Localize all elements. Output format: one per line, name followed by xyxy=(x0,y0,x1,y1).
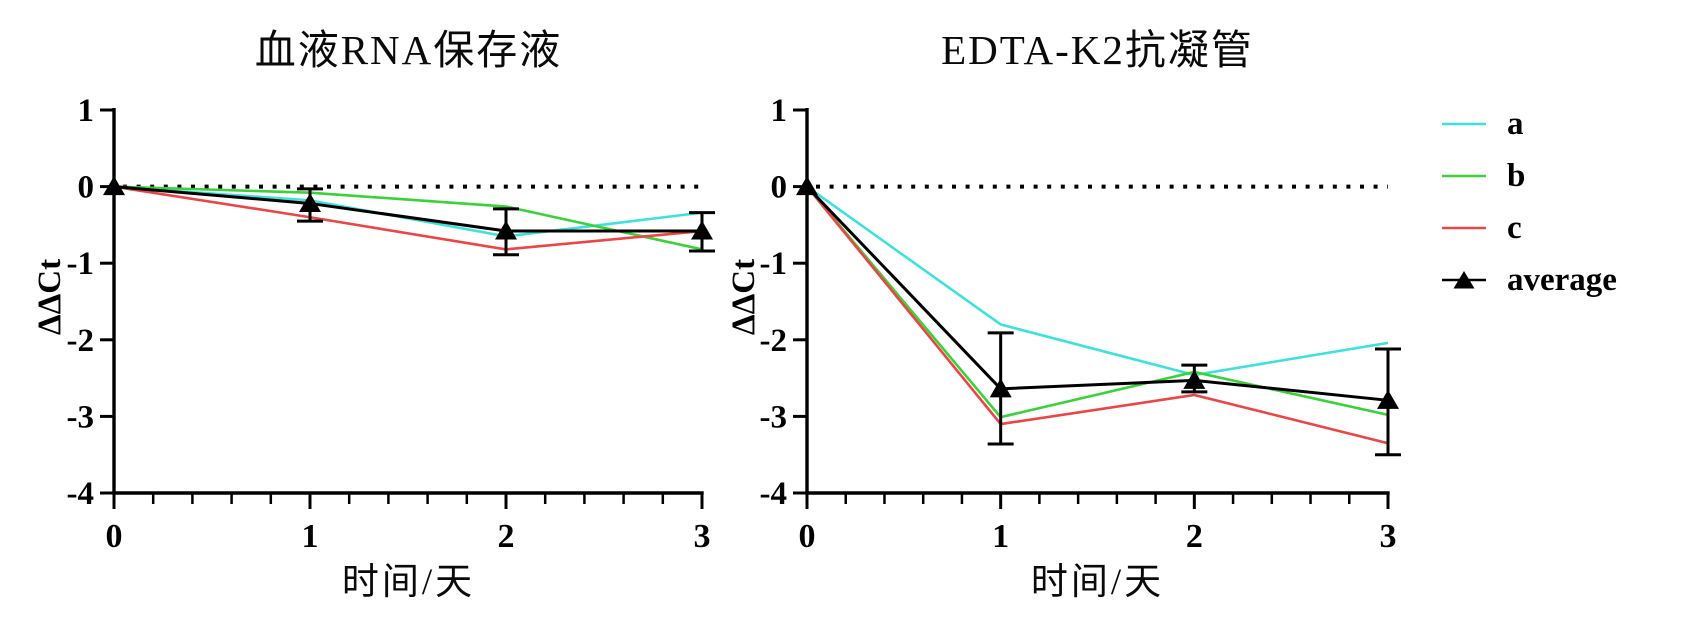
average-triangle-marker xyxy=(299,192,321,212)
legend-label: b xyxy=(1507,158,1526,194)
left-y-axis-label: ΔΔCt xyxy=(32,258,68,336)
average-triangle-marker xyxy=(495,220,517,240)
x-tick-label: 2 xyxy=(1186,518,1203,555)
series-line-a xyxy=(806,185,1389,377)
panel-1-plot: 1 0 -1 -2 -3 -4 0 1 2 3 xyxy=(760,93,1401,555)
series-line-c xyxy=(113,185,703,251)
legend-item-b: b xyxy=(1441,158,1617,194)
average-triangle-marker xyxy=(1183,369,1206,389)
y-tick-label: -4 xyxy=(760,476,788,512)
legend-item-average: average xyxy=(1441,262,1617,298)
y-tick-label: 0 xyxy=(78,170,95,206)
average-triangle-marker xyxy=(691,220,713,240)
y-tick-label: -2 xyxy=(760,323,788,359)
legend-line-icon xyxy=(1442,226,1486,230)
legend-line-icon xyxy=(1442,122,1486,126)
series-line-b xyxy=(806,185,1389,419)
x-tick-label: 1 xyxy=(302,518,319,555)
legend-label: a xyxy=(1507,106,1524,142)
legend-item-a: a xyxy=(1441,106,1617,142)
y-tick-label: 1 xyxy=(771,93,788,129)
legend-line-triangle-icon xyxy=(1442,271,1486,289)
right-x-axis-label: 时间/天 xyxy=(1030,562,1165,603)
series-line-average xyxy=(113,185,702,233)
x-tick-label: 1 xyxy=(992,518,1009,555)
x-tick-label: 0 xyxy=(799,518,816,555)
y-tick-label: -1 xyxy=(67,246,95,282)
series-line-b xyxy=(113,185,703,251)
average-triangle-marker xyxy=(796,176,818,196)
y-tick-label: -1 xyxy=(760,246,788,282)
series-line-average xyxy=(805,185,1389,402)
legend-item-c: c xyxy=(1441,210,1617,246)
x-tick-label: 3 xyxy=(1380,518,1397,555)
panel-0-plot: 1 0 -1 -2 -3 -4 0 1 2 3 xyxy=(67,93,715,555)
y-tick-label: -3 xyxy=(67,399,95,435)
y-tick-label: -2 xyxy=(67,323,95,359)
average-triangle-marker xyxy=(989,378,1012,398)
legend-label: average xyxy=(1507,262,1617,298)
average-triangle-marker xyxy=(103,176,125,196)
y-tick-label: -4 xyxy=(67,476,95,512)
y-tick-label: 0 xyxy=(771,170,788,206)
y-tick-label: -3 xyxy=(760,399,788,435)
x-tick-label: 2 xyxy=(498,518,515,555)
right-panel-title: EDTA-K2抗凝管 xyxy=(941,27,1254,73)
legend-label: c xyxy=(1507,210,1522,246)
left-x-axis-label: 时间/天 xyxy=(341,562,476,603)
average-triangle-marker xyxy=(1377,389,1399,409)
y-tick-label: 1 xyxy=(78,93,95,129)
legend-line-icon xyxy=(1442,174,1486,178)
series-line-c xyxy=(805,185,1389,445)
left-panel-title: 血液RNA保存液 xyxy=(254,27,563,73)
legend: a b c average xyxy=(1441,106,1617,320)
x-tick-label: 3 xyxy=(694,518,711,555)
right-y-axis-label: ΔΔCt xyxy=(726,258,762,336)
x-tick-label: 0 xyxy=(106,518,123,555)
